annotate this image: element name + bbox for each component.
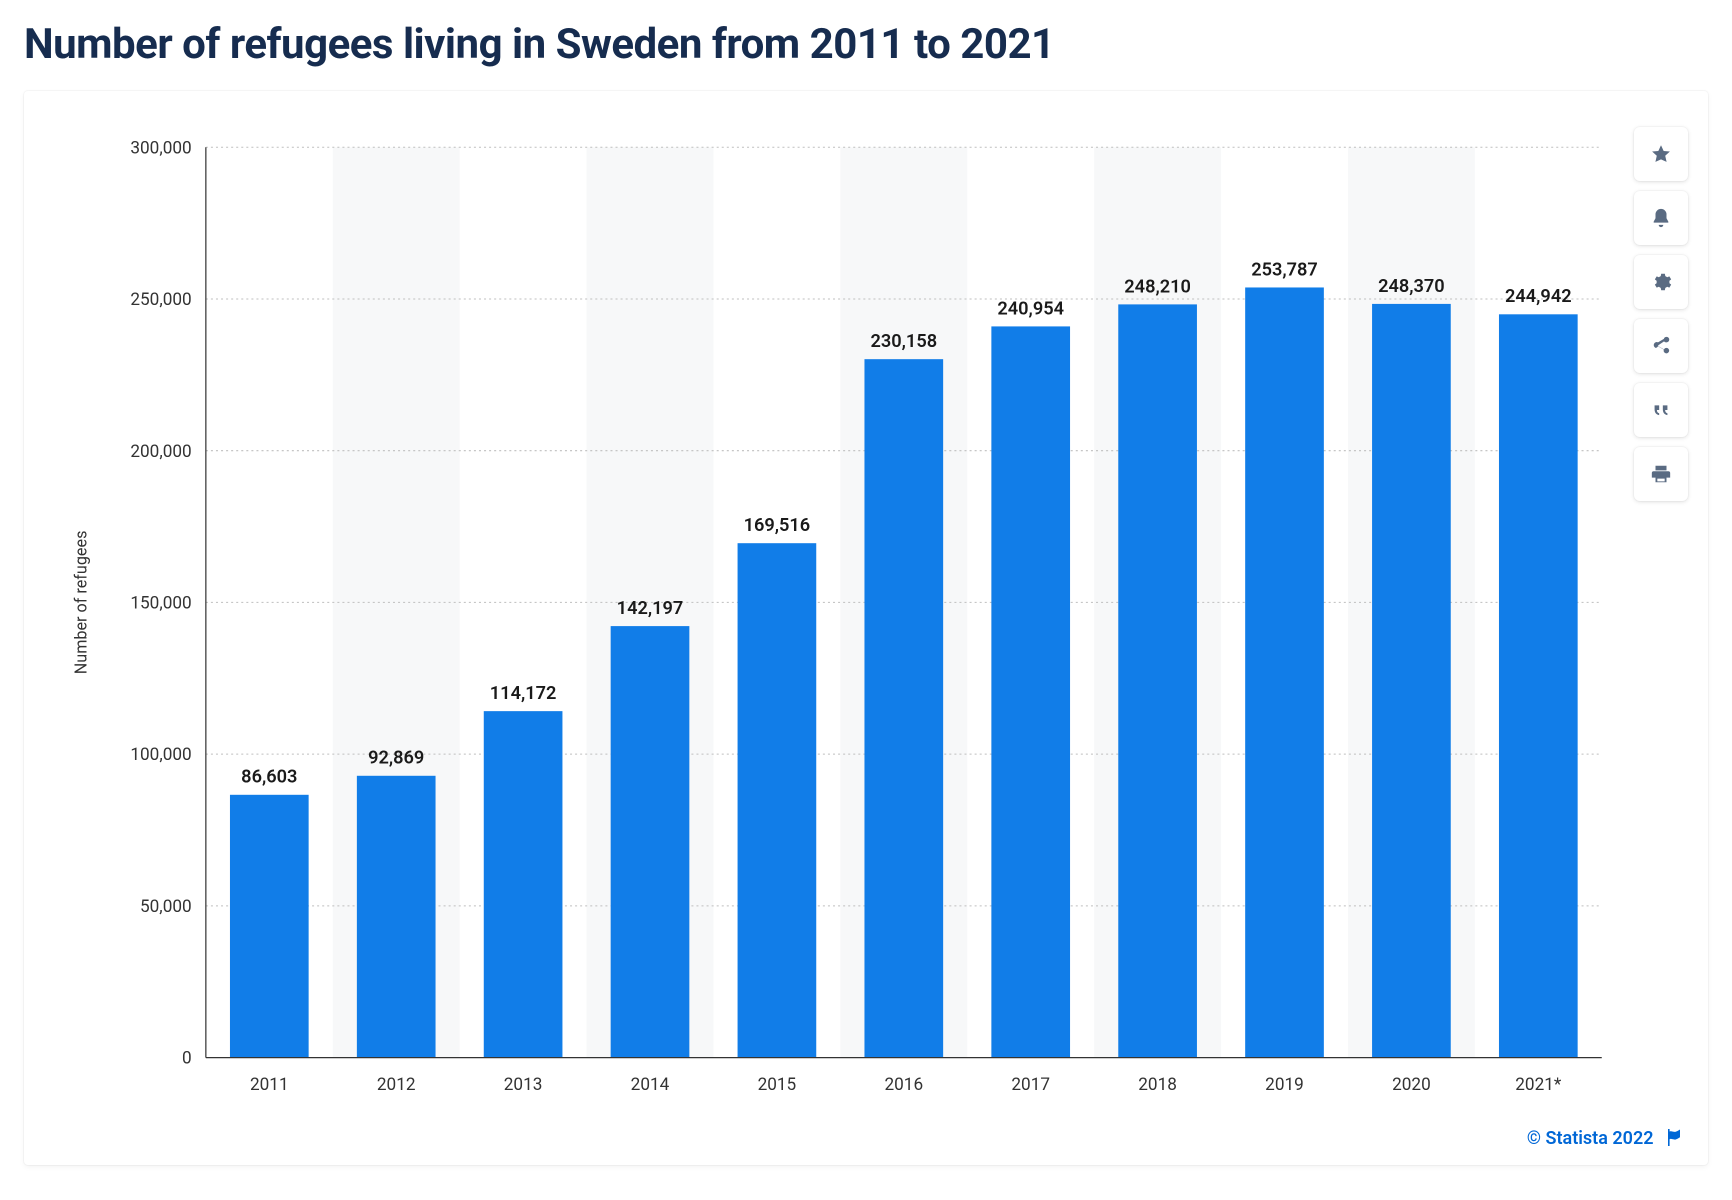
bar-value-label: 114,172 (490, 683, 557, 704)
x-tick-label: 2017 (1011, 1075, 1050, 1095)
bar-value-label: 142,197 (617, 598, 684, 619)
y-tick-label: 100,000 (130, 745, 191, 765)
bar[interactable] (1245, 287, 1324, 1057)
bar[interactable] (357, 776, 436, 1058)
x-tick-label: 2016 (884, 1075, 923, 1095)
x-tick-label: 2021* (1515, 1075, 1562, 1095)
y-axis-title: Number of refugees (71, 531, 90, 675)
share-icon[interactable] (1634, 319, 1688, 373)
bar[interactable] (230, 795, 309, 1058)
chart-area: 0 50,000 100,000 150,000 200,000 250,000 300,0… (44, 127, 1622, 1118)
x-tick-label: 2012 (377, 1075, 416, 1095)
bar[interactable] (1499, 314, 1578, 1057)
flag-icon[interactable] (1666, 1128, 1682, 1151)
page-title: Number of refugees living in Sweden from… (24, 20, 1708, 69)
bar[interactable] (991, 326, 1070, 1057)
x-tick-label: 2013 (504, 1075, 543, 1095)
y-tick-label: 0 (182, 1049, 192, 1069)
chart-footer: © Statista 2022 (44, 1118, 1688, 1151)
bar-value-label: 86,603 (241, 767, 297, 788)
star-icon[interactable] (1634, 127, 1688, 181)
bar-value-label: 240,954 (997, 298, 1064, 319)
bar[interactable] (864, 359, 943, 1057)
y-tick-label: 50,000 (140, 897, 192, 917)
bar-value-label: 253,787 (1251, 259, 1318, 280)
bar[interactable] (611, 626, 690, 1058)
bar-value-label: 169,516 (744, 515, 811, 536)
bar[interactable] (738, 543, 817, 1057)
y-tick-label: 300,000 (130, 138, 191, 158)
x-tick-label: 2014 (631, 1075, 670, 1095)
x-tick-label: 2019 (1265, 1075, 1304, 1095)
x-tick-label: 2018 (1138, 1075, 1177, 1095)
x-tick-label: 2020 (1392, 1075, 1431, 1095)
bar[interactable] (1372, 304, 1451, 1058)
x-tick-label: 2015 (758, 1075, 797, 1095)
quote-icon[interactable] (1634, 383, 1688, 437)
bell-icon[interactable] (1634, 191, 1688, 245)
chart-toolbar (1634, 127, 1688, 1118)
bar-value-label: 92,869 (368, 748, 424, 769)
y-tick-label: 150,000 (130, 593, 191, 613)
print-icon[interactable] (1634, 447, 1688, 501)
bar-chart: 0 50,000 100,000 150,000 200,000 250,000 300,0… (44, 127, 1622, 1118)
bar[interactable] (484, 711, 563, 1057)
y-tick-label: 250,000 (130, 290, 191, 310)
bar[interactable] (1118, 304, 1197, 1057)
x-tick-label: 2011 (250, 1075, 289, 1095)
y-tick-label: 200,000 (130, 442, 191, 462)
copyright-link[interactable]: © Statista 2022 (1527, 1128, 1654, 1149)
bar-value-label: 248,210 (1124, 276, 1191, 297)
bar-value-label: 230,158 (870, 331, 937, 352)
bar-value-label: 244,942 (1505, 286, 1572, 307)
gear-icon[interactable] (1634, 255, 1688, 309)
chart-card: 0 50,000 100,000 150,000 200,000 250,000 300,0… (24, 91, 1708, 1165)
bar-value-label: 248,370 (1378, 276, 1445, 297)
